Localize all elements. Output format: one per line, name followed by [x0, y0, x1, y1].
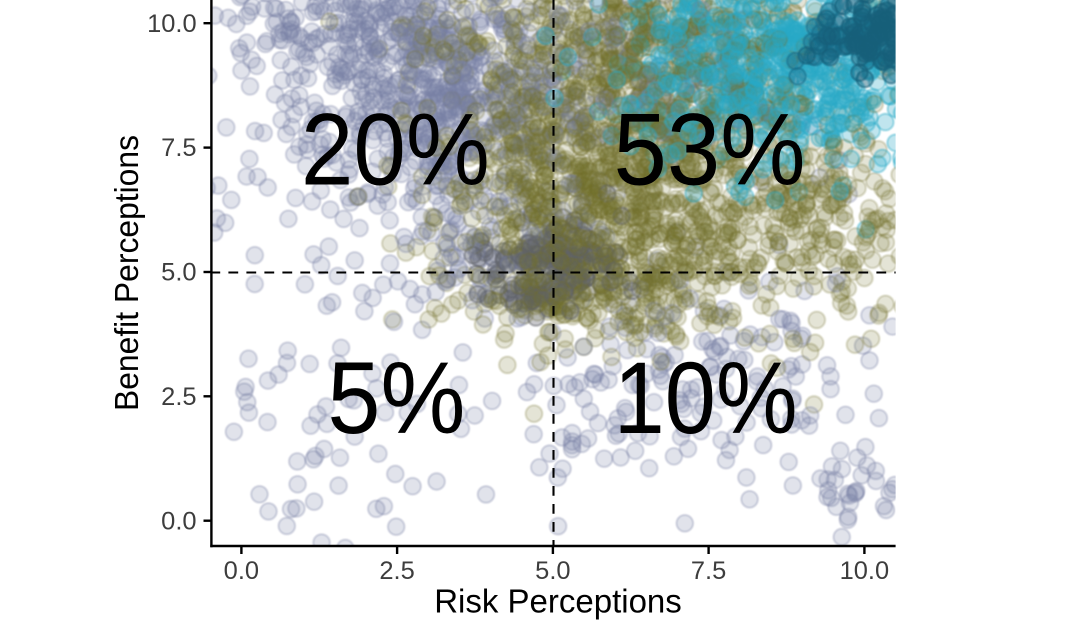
- svg-text:5%: 5%: [327, 341, 465, 455]
- svg-text:2.5: 2.5: [379, 557, 414, 585]
- svg-text:53%: 53%: [614, 93, 806, 207]
- svg-text:0.0: 0.0: [161, 507, 196, 535]
- svg-text:7.5: 7.5: [691, 557, 726, 585]
- svg-text:10%: 10%: [614, 341, 798, 455]
- svg-text:7.5: 7.5: [161, 134, 196, 162]
- svg-text:0.0: 0.0: [224, 557, 259, 585]
- svg-text:20%: 20%: [301, 93, 490, 207]
- svg-text:2.5: 2.5: [161, 383, 196, 411]
- svg-text:10.0: 10.0: [147, 10, 197, 38]
- svg-text:5.0: 5.0: [535, 557, 570, 585]
- svg-text:Benefit Perceptions: Benefit Perceptions: [108, 135, 145, 411]
- svg-text:10.0: 10.0: [840, 557, 890, 585]
- svg-text:5.0: 5.0: [161, 259, 196, 287]
- svg-text:Risk Perceptions: Risk Perceptions: [434, 583, 682, 620]
